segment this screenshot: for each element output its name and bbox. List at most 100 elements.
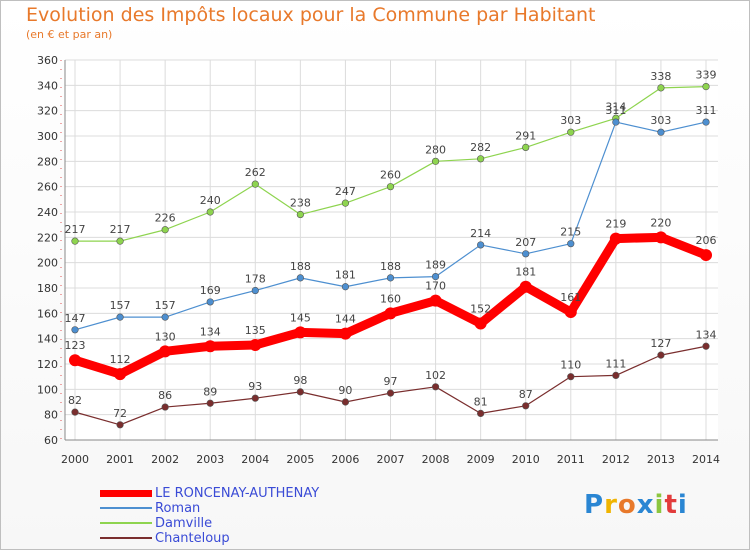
legend-label: Damville [155, 516, 213, 531]
y-tick-label: 360 [37, 54, 58, 67]
x-tick-label: 2001 [106, 453, 134, 466]
data-point [700, 249, 712, 262]
y-tick-label: 60 [44, 434, 58, 447]
y-tick-label: 220 [37, 231, 58, 244]
data-label: 144 [335, 313, 356, 326]
y-tick-label: 180 [37, 282, 58, 295]
data-point [702, 118, 710, 126]
data-point [296, 210, 304, 219]
data-point [251, 394, 259, 402]
data-label: 157 [110, 299, 131, 312]
data-label: 240 [200, 194, 221, 207]
data-label: 207 [515, 236, 536, 249]
y-tick-label: 340 [37, 79, 58, 92]
data-label: 152 [470, 302, 491, 315]
data-point [296, 274, 304, 282]
x-tick-label: 2014 [692, 453, 720, 466]
data-label: 226 [155, 212, 176, 225]
data-point [386, 274, 395, 282]
y-tick-label: 140 [37, 333, 58, 346]
data-label: 161 [560, 291, 581, 304]
data-label: 282 [470, 141, 491, 154]
data-label: 262 [245, 166, 266, 179]
data-point [69, 354, 81, 367]
logo-letter: P [584, 490, 605, 520]
data-point [612, 371, 620, 380]
logo-letter: i [654, 490, 665, 520]
data-point [71, 326, 79, 334]
data-point [249, 339, 262, 351]
data-label: 189 [425, 259, 446, 272]
data-label: 339 [696, 69, 717, 82]
data-point [431, 273, 440, 281]
data-label: 215 [560, 226, 581, 239]
x-tick-label: 2010 [512, 453, 540, 466]
y-tick-label: 260 [37, 181, 58, 194]
data-label: 311 [696, 104, 717, 117]
data-label: 311 [605, 104, 626, 117]
data-point [702, 342, 710, 350]
data-point [522, 250, 530, 258]
data-label: 81 [474, 395, 488, 408]
data-point [654, 231, 667, 244]
data-point [161, 403, 169, 411]
proxiti-logo: Proxiti [584, 490, 688, 520]
data-point [477, 409, 485, 418]
data-label: 130 [155, 330, 176, 343]
data-label: 260 [380, 169, 401, 182]
data-point [204, 340, 217, 353]
data-point [567, 128, 575, 136]
data-label: 97 [384, 375, 398, 388]
data-point [161, 226, 169, 234]
x-tick-label: 2012 [602, 453, 630, 466]
legend-label: Chanteloup [155, 531, 230, 546]
data-point [206, 208, 214, 216]
data-point [567, 373, 575, 381]
data-label: 338 [650, 70, 671, 83]
x-tick-label: 2003 [196, 453, 224, 466]
data-point [341, 199, 350, 207]
logo-letter: t [664, 490, 678, 520]
data-point [657, 351, 665, 359]
x-tick-label: 2007 [377, 453, 405, 466]
data-point [116, 421, 124, 429]
data-label: 220 [650, 216, 671, 229]
data-label: 86 [158, 389, 172, 402]
x-tick-label: 2013 [647, 453, 675, 466]
data-point [386, 389, 395, 397]
data-label: 178 [245, 273, 266, 286]
data-point [386, 183, 395, 191]
data-point [609, 232, 622, 245]
x-tick-label: 2006 [331, 453, 359, 466]
data-label: 89 [203, 385, 217, 398]
legend-swatch [100, 537, 152, 539]
x-tick-label: 2009 [467, 453, 495, 466]
data-label: 110 [560, 359, 581, 372]
data-point [294, 326, 307, 339]
data-point [296, 388, 304, 396]
data-point [251, 286, 259, 295]
logo-letter: o [617, 490, 637, 520]
data-point [161, 313, 169, 321]
data-label: 188 [290, 260, 311, 273]
data-label: 160 [380, 292, 401, 305]
data-point [522, 143, 530, 151]
data-point [477, 241, 485, 249]
data-point [567, 240, 575, 248]
data-label: 303 [560, 114, 581, 127]
y-tick-label: 240 [37, 206, 58, 219]
data-label: 82 [68, 394, 82, 407]
data-point [657, 84, 665, 92]
data-point [71, 237, 79, 245]
data-label: 98 [293, 374, 307, 387]
x-tick-label: 2000 [61, 453, 89, 466]
data-point [519, 280, 532, 293]
data-point [564, 306, 577, 319]
data-label: 134 [200, 325, 221, 338]
data-point [429, 294, 442, 307]
data-label: 188 [380, 260, 401, 273]
data-label: 87 [519, 388, 533, 401]
data-point [477, 155, 485, 163]
data-point [116, 313, 124, 321]
